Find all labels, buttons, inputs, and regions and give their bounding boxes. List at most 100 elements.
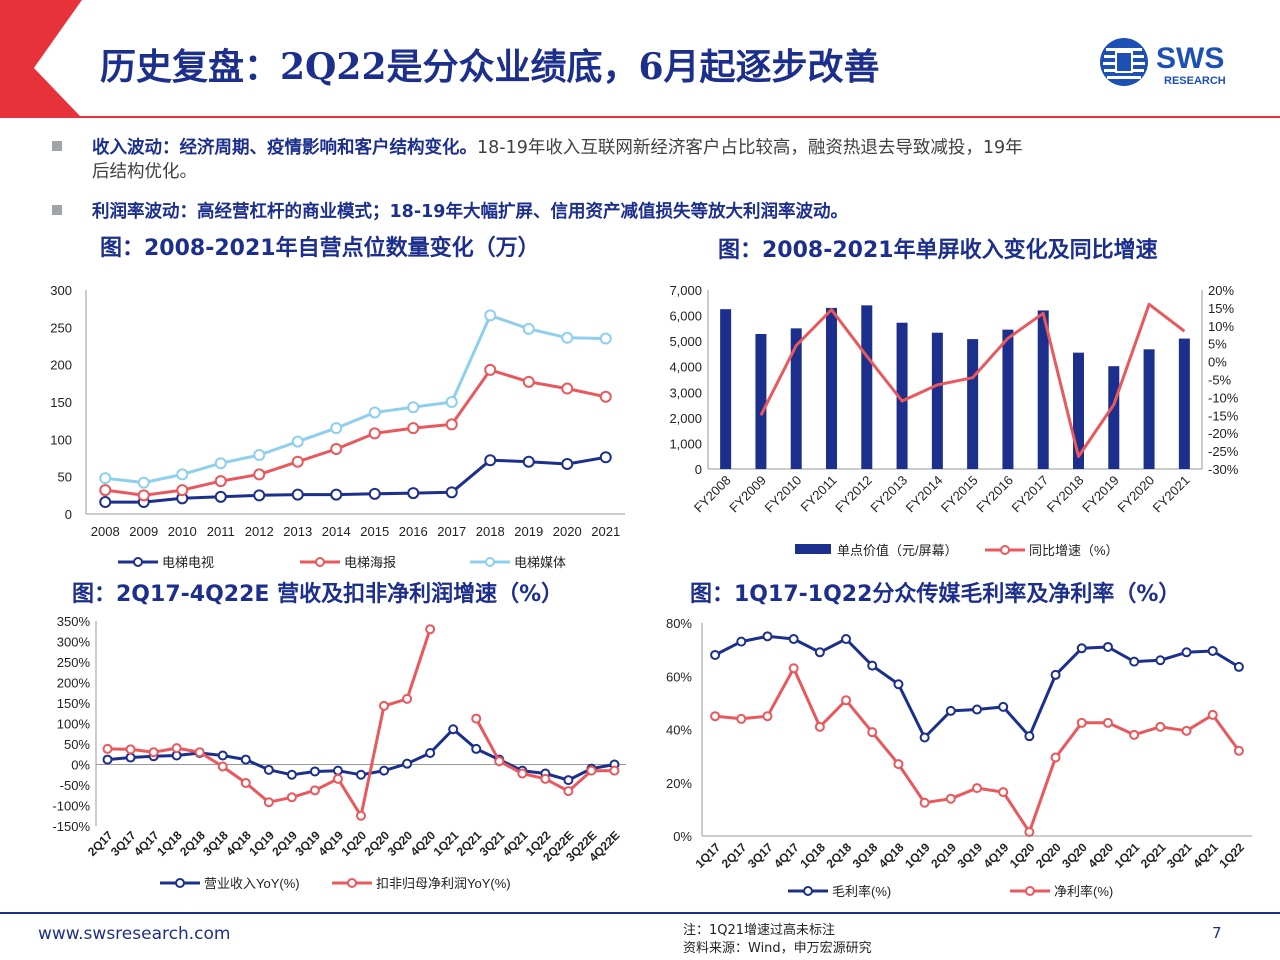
x-tick-label: 1Q21 [1112, 840, 1143, 871]
x-tick-label: 2008 [91, 524, 120, 539]
x-tick-label: 2Q18 [824, 840, 855, 871]
y-tick-label: 250% [57, 655, 91, 670]
legend-marker-0 [803, 886, 813, 896]
data-point [867, 727, 878, 738]
x-tick-label: 3Q18 [850, 840, 881, 871]
data-point [841, 695, 852, 706]
page-number: 7 [1212, 924, 1222, 942]
legend-marker-1 [315, 557, 325, 567]
data-point [1102, 717, 1113, 728]
x-tick-label: 3Q17 [745, 840, 776, 871]
data-point [893, 679, 904, 690]
data-point [599, 451, 612, 464]
data-point [1076, 717, 1087, 728]
y-tick-label: 50% [64, 737, 90, 752]
data-point [540, 773, 551, 784]
data-point [484, 363, 497, 376]
bullet-square-icon [52, 205, 62, 215]
x-tick-label: 2015 [360, 524, 389, 539]
data-point [919, 797, 930, 808]
data-point [522, 455, 535, 468]
bar [1073, 352, 1084, 469]
y2-tick-label: 10% [1208, 319, 1234, 334]
legend-label-0: 毛利率(%) [832, 884, 891, 899]
series-line-1 [105, 368, 607, 497]
bar [826, 307, 837, 469]
y-tick-label: 6,000 [669, 309, 702, 324]
data-point [998, 787, 1009, 798]
bar [790, 328, 802, 469]
x-tick-label: FY2014 [903, 473, 946, 516]
data-point [309, 785, 320, 796]
y-tick-label: 200 [50, 358, 72, 373]
legend-label-1: 净利率(%) [1054, 884, 1113, 899]
y-tick-label: 250 [50, 320, 72, 335]
data-point [841, 633, 852, 644]
y-tick-label: 150% [57, 696, 91, 711]
data-point [1024, 827, 1035, 838]
sws-research-logo: SWS RESEARCH [1100, 38, 1226, 87]
x-tick-label: 3Q21 [1164, 840, 1195, 871]
x-tick-label: 2020 [553, 524, 582, 539]
data-point [137, 489, 150, 502]
data-point [945, 793, 956, 804]
x-tick-label: 2013 [283, 524, 312, 539]
data-point [561, 457, 574, 470]
data-point [762, 711, 773, 722]
data-point [148, 747, 159, 758]
x-tick-label: FY2008 [691, 473, 734, 516]
y-tick-label: 300 [50, 283, 72, 298]
y-tick-label: 200% [57, 676, 91, 691]
y-tick-label: 7,000 [669, 283, 702, 298]
data-point [1076, 643, 1087, 654]
y-tick-label: 20% [666, 776, 692, 791]
footer-url[interactable]: www.swsresearch.com [38, 924, 231, 944]
data-point [99, 484, 112, 497]
legend-label-0: 电梯电视 [162, 555, 214, 570]
y-tick-label: 0 [695, 462, 702, 477]
chart-growth: -150% -100% -50% 0% 50% 100% 150% 200% 250% 300% 3… [52, 614, 626, 891]
data-point [214, 475, 227, 488]
y-tick-label: 100% [57, 717, 91, 732]
data-point [214, 457, 227, 470]
data-point [563, 786, 574, 797]
data-point [609, 765, 620, 776]
data-point [1233, 661, 1244, 672]
data-point [402, 693, 413, 704]
data-point [788, 663, 799, 674]
data-point [99, 472, 112, 485]
data-point [599, 332, 612, 345]
header-banner [0, 0, 1280, 118]
bullet-text-cont: 后结构优化。 [92, 162, 197, 182]
x-tick-label: 2014 [322, 524, 351, 539]
y2-tick-label: 5% [1208, 337, 1227, 352]
data-point [194, 747, 205, 758]
x-tick-label: 2009 [129, 524, 158, 539]
x-tick-label: 2Q20 [362, 828, 393, 859]
x-tick-label: 2019 [514, 524, 543, 539]
x-tick-label: FY2011 [797, 473, 839, 515]
x-tick-label: 2012 [245, 524, 274, 539]
x-tick-label: 2Q21 [454, 828, 485, 859]
legend-marker-0 [133, 557, 143, 567]
footer-note-2: 资料来源：Wind，申万宏源研究 [683, 941, 872, 956]
data-point [102, 743, 113, 754]
chart-screen-revenue: 0 1,000 2,000 3,000 4,000 5,000 6,000 7,000 -30%… [669, 283, 1238, 558]
data-point [332, 765, 343, 776]
y-tick-label: 80% [666, 616, 692, 631]
x-tick-label: 2011 [207, 524, 235, 539]
data-point [1129, 656, 1140, 667]
x-tick-label: FY2017 [1009, 473, 1052, 516]
x-tick-label: FY2013 [867, 473, 910, 516]
y-tick-label: -50% [60, 778, 91, 793]
chart-title-3: 图：2Q17-4Q22E 营收及扣非净利润增速（%） [72, 582, 564, 607]
x-tick-label: FY2009 [726, 473, 769, 516]
data-point [291, 488, 304, 501]
data-point [176, 468, 189, 481]
data-point [253, 489, 266, 502]
legend-swatch-0 [795, 544, 831, 554]
x-tick-label: 1Q20 [338, 828, 369, 859]
data-point [330, 443, 343, 456]
data-point [998, 701, 1009, 712]
data-point [356, 810, 366, 821]
